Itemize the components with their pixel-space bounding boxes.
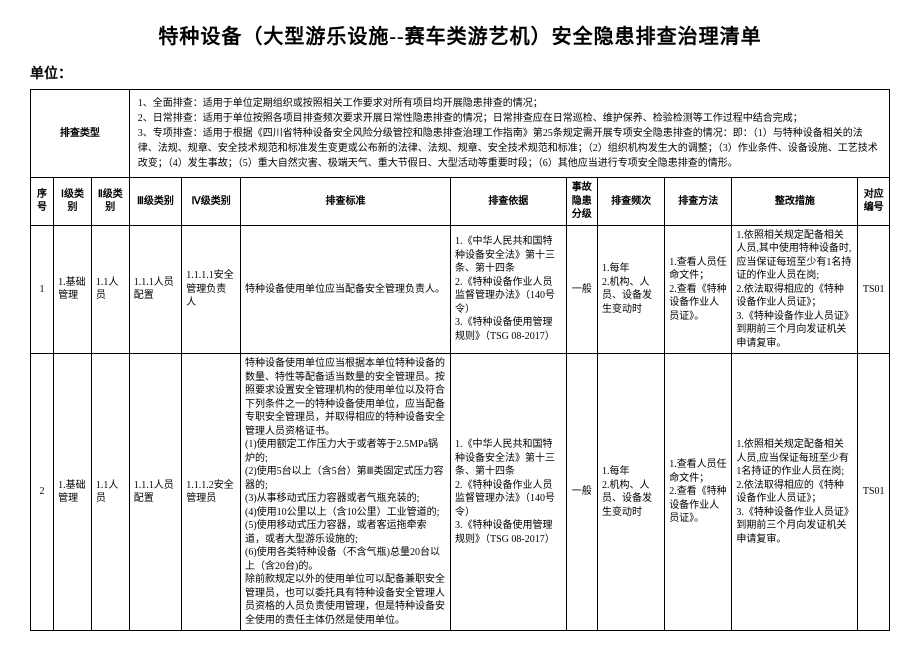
h-std: 排查标准 bbox=[241, 178, 451, 226]
cell-std: 特种设备使用单位应当根据本单位特种设备的数量、特性等配备适当数量的安全管理员。按… bbox=[241, 354, 451, 631]
cell-seq: 1 bbox=[31, 225, 54, 354]
cell-l4: 1.1.1.1安全管理负责人 bbox=[182, 225, 241, 354]
header-row: 序号 Ⅰ级类别 Ⅱ级类别 Ⅲ级类别 Ⅳ级类别 排查标准 排查依据 事故隐患分级 … bbox=[31, 178, 890, 226]
h-l2: Ⅱ级类别 bbox=[91, 178, 129, 226]
cell-seq: 2 bbox=[31, 354, 54, 631]
table-row: 2 1.基础管理 1.1人员 1.1.1人员配置 1.1.1.2安全管理员 特种… bbox=[31, 354, 890, 631]
h-grade: 事故隐患分级 bbox=[566, 178, 598, 226]
unit-label: 单位： bbox=[30, 63, 890, 83]
cell-method: 1.查看人员任命文件； 2.查看《特种设备作业人员证》。 bbox=[665, 225, 732, 354]
cell-freq: 1.每年 2.机构、人员、设备发生变动时 bbox=[598, 225, 665, 354]
type-row: 排查类型 1、全面排查：适用于单位定期组织或按照相关工作要求对所有项目均开展隐患… bbox=[31, 90, 890, 178]
type-header: 排查类型 bbox=[31, 90, 130, 178]
cell-std: 特种设备使用单位应当配备安全管理负责人。 bbox=[241, 225, 451, 354]
cell-l1: 1.基础管理 bbox=[54, 354, 92, 631]
cell-l3: 1.1.1人员配置 bbox=[129, 225, 182, 354]
h-l3: Ⅲ级类别 bbox=[129, 178, 182, 226]
cell-freq: 1.每年 2.机构、人员、设备发生变动时 bbox=[598, 354, 665, 631]
h-code: 对应编号 bbox=[858, 178, 890, 226]
cell-grade: 一般 bbox=[566, 225, 598, 354]
type-desc: 1、全面排查：适用于单位定期组织或按照相关工作要求对所有项目均开展隐患排查的情况… bbox=[129, 90, 889, 178]
cell-method: 1.查看人员任命文件； 2.查看《特种设备作业人员证》。 bbox=[665, 354, 732, 631]
checklist-table: 排查类型 1、全面排查：适用于单位定期组织或按照相关工作要求对所有项目均开展隐患… bbox=[30, 89, 890, 631]
cell-l4: 1.1.1.2安全管理员 bbox=[182, 354, 241, 631]
cell-code: TS01 bbox=[858, 225, 890, 354]
table-row: 1 1.基础管理 1.1人员 1.1.1人员配置 1.1.1.1安全管理负责人 … bbox=[31, 225, 890, 354]
cell-l2: 1.1人员 bbox=[91, 354, 129, 631]
cell-l1: 1.基础管理 bbox=[54, 225, 92, 354]
cell-basis: 1.《中华人民共和国特种设备安全法》第十三条、第十四条 2.《特种设备作业人员监… bbox=[451, 354, 567, 631]
cell-l2: 1.1人员 bbox=[91, 225, 129, 354]
cell-basis: 1.《中华人民共和国特种设备安全法》第十三条、第十四条 2.《特种设备作业人员监… bbox=[451, 225, 567, 354]
cell-code: TS01 bbox=[858, 354, 890, 631]
h-basis: 排查依据 bbox=[451, 178, 567, 226]
cell-action: 1.依照相关规定配备相关人员,应当保证每班至少有1名持证的作业人员在岗; 2.依… bbox=[732, 354, 858, 631]
h-action: 整改措施 bbox=[732, 178, 858, 226]
h-method: 排查方法 bbox=[665, 178, 732, 226]
cell-action: 1.依照相关规定配备相关人员,其中使用特种设备时,应当保证每班至少有1名持证的作… bbox=[732, 225, 858, 354]
h-freq: 排查频次 bbox=[598, 178, 665, 226]
h-l4: Ⅳ级类别 bbox=[182, 178, 241, 226]
cell-l3: 1.1.1人员配置 bbox=[129, 354, 182, 631]
page-title: 特种设备（大型游乐设施--赛车类游艺机）安全隐患排查治理清单 bbox=[30, 20, 890, 49]
h-seq: 序号 bbox=[31, 178, 54, 226]
cell-grade: 一般 bbox=[566, 354, 598, 631]
h-l1: Ⅰ级类别 bbox=[54, 178, 92, 226]
